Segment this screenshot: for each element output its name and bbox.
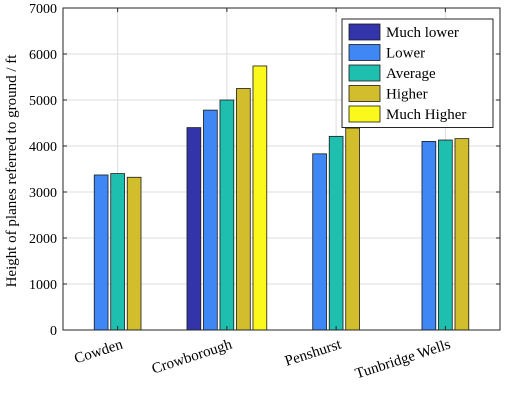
bar: [252, 65, 268, 331]
y-tick-label: 4000: [29, 140, 57, 155]
y-tick-label: 1000: [29, 278, 57, 293]
bar: [203, 109, 218, 331]
y-tick-label: 5000: [29, 94, 57, 109]
bar: [312, 153, 327, 331]
legend-swatch: [348, 85, 381, 102]
bar: [328, 135, 344, 331]
bar: [421, 140, 437, 331]
x-tick-label: Tunbridge Wells: [353, 337, 452, 383]
legend-swatch: [348, 44, 381, 61]
legend-label: Much lower: [386, 25, 459, 41]
y-tick-label: 6000: [29, 48, 57, 63]
bar: [219, 99, 235, 331]
bar: [236, 88, 251, 331]
x-tick-label: Penshurst: [283, 336, 344, 370]
legend-swatch: [348, 23, 381, 41]
y-tick-label: 3000: [29, 186, 57, 201]
legend-label: Average: [386, 66, 436, 82]
x-tick-label: Crowborough: [150, 336, 235, 377]
bar: [345, 127, 360, 331]
legend-label: Lower: [386, 46, 425, 62]
y-tick-label: 0: [50, 324, 57, 339]
plot-frame: [62, 7, 501, 331]
y-axis-label: Height of planes referred to ground / ft: [4, 54, 20, 288]
bar: [126, 176, 142, 331]
y-axis-ticks: 0 1000 2000 3000 4000 5000 6000 7000: [29, 2, 500, 339]
legend-label: Much Higher: [386, 107, 466, 123]
bar: [438, 139, 453, 331]
legend-label: Higher: [386, 87, 428, 103]
x-tick-label: Cowden: [72, 336, 125, 367]
bar: [110, 173, 125, 331]
bar: [186, 127, 202, 331]
legend-swatch: [348, 64, 381, 82]
y-tick-label: 7000: [29, 2, 57, 17]
y-tick-label: 2000: [29, 232, 57, 247]
bar: [454, 138, 470, 331]
bar: [93, 174, 109, 331]
bars: [93, 65, 470, 331]
legend: Much lower Lower Average Higher Much Higher: [341, 18, 494, 128]
legend-swatch: [348, 105, 381, 123]
